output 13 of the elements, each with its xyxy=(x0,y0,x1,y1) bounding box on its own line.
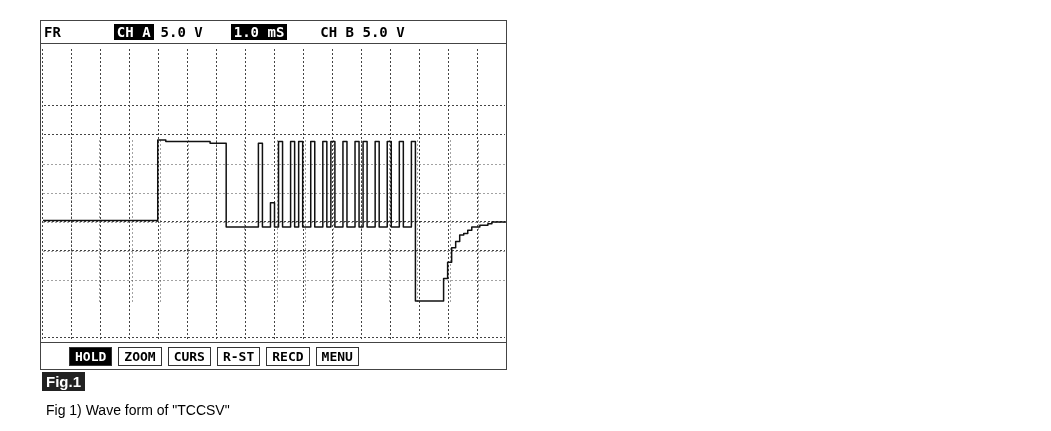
text: 1.0 mS xyxy=(230,24,288,40)
text: MENU xyxy=(315,346,359,366)
text: 5.0 V xyxy=(159,24,204,40)
text: R-ST xyxy=(216,346,261,366)
text: HOLD xyxy=(69,346,113,366)
text: CH B 5.0 V xyxy=(319,24,406,40)
text: CH A xyxy=(113,24,154,40)
text: CURS xyxy=(167,346,211,366)
caption: Fig 1) Wave form of "TCCSV" xyxy=(46,402,230,418)
caption: Fig.1 xyxy=(42,372,86,391)
text: ZOOM xyxy=(118,346,162,366)
text: FR xyxy=(43,24,62,40)
text: RECD xyxy=(266,346,310,366)
